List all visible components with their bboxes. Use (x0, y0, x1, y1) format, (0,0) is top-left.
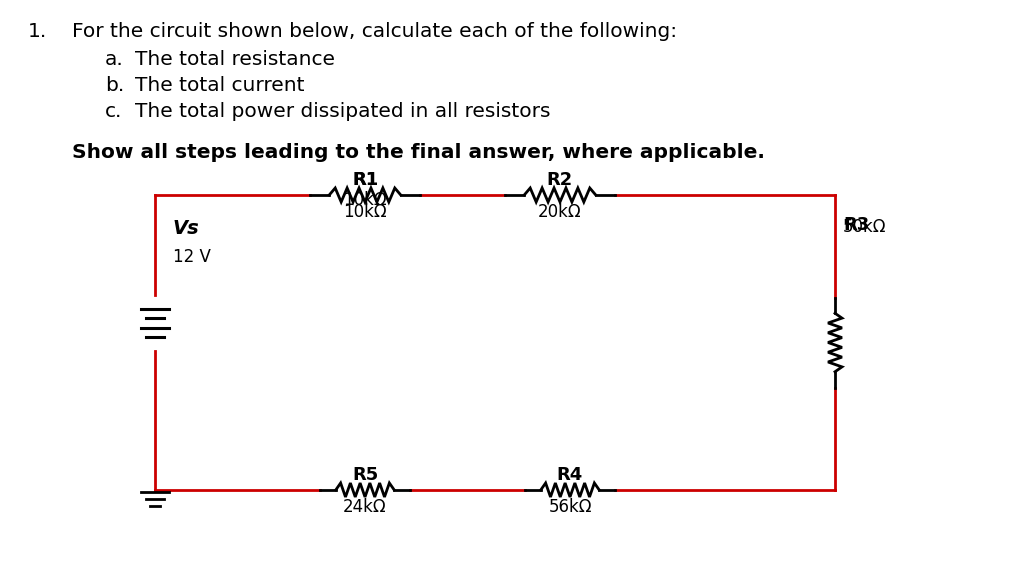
Text: R3: R3 (843, 215, 869, 233)
Text: 50kΩ: 50kΩ (843, 218, 887, 236)
Text: R4: R4 (557, 466, 583, 484)
Text: a.: a. (105, 50, 124, 69)
Text: For the circuit shown below, calculate each of the following:: For the circuit shown below, calculate e… (72, 22, 677, 41)
Text: The total current: The total current (135, 76, 304, 95)
Text: R1: R1 (352, 171, 378, 189)
Text: R5: R5 (352, 466, 378, 484)
Text: c.: c. (105, 102, 123, 121)
Text: The total resistance: The total resistance (135, 50, 335, 69)
Text: Vs: Vs (173, 219, 200, 237)
Text: b.: b. (105, 76, 124, 95)
Text: 24kΩ: 24kΩ (343, 498, 387, 516)
Text: R1: R1 (352, 171, 378, 189)
Text: 10kΩ: 10kΩ (343, 191, 387, 209)
Text: 1.: 1. (28, 22, 47, 41)
Text: 56kΩ: 56kΩ (548, 498, 592, 516)
Text: 20kΩ: 20kΩ (539, 203, 582, 221)
Text: R2: R2 (547, 171, 573, 189)
Text: 10kΩ: 10kΩ (343, 203, 387, 221)
Text: Show all steps leading to the final answer, where applicable.: Show all steps leading to the final answ… (72, 143, 765, 162)
Text: 12 V: 12 V (173, 248, 211, 265)
Text: The total power dissipated in all resistors: The total power dissipated in all resist… (135, 102, 551, 121)
